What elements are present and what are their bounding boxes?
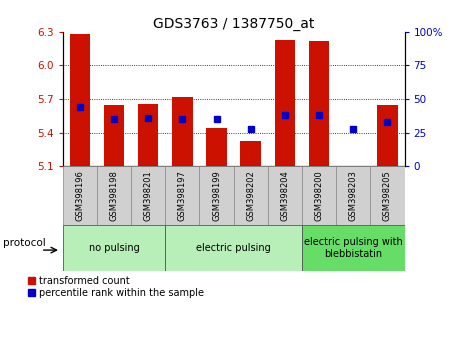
Bar <box>165 225 302 271</box>
Bar <box>302 225 405 271</box>
Bar <box>97 166 131 225</box>
Bar <box>138 104 159 166</box>
Bar <box>275 40 295 166</box>
Text: GSM398205: GSM398205 <box>383 170 392 221</box>
Text: GSM398199: GSM398199 <box>212 170 221 221</box>
Text: no pulsing: no pulsing <box>89 243 140 253</box>
Text: GSM398196: GSM398196 <box>75 170 84 221</box>
Bar <box>131 166 165 225</box>
Bar <box>268 166 302 225</box>
Text: GSM398203: GSM398203 <box>349 170 358 221</box>
Bar <box>70 34 90 166</box>
Bar <box>104 105 124 166</box>
Bar <box>377 105 398 166</box>
Bar <box>172 97 193 166</box>
Bar <box>63 225 165 271</box>
Bar <box>206 128 227 166</box>
Bar <box>336 166 370 225</box>
Text: GSM398198: GSM398198 <box>110 170 119 221</box>
Text: electric pulsing with
blebbistatin: electric pulsing with blebbistatin <box>304 237 403 259</box>
Bar <box>240 141 261 166</box>
Bar <box>63 166 97 225</box>
Bar <box>199 166 233 225</box>
Bar <box>370 166 405 225</box>
Legend: transformed count, percentile rank within the sample: transformed count, percentile rank withi… <box>28 276 204 298</box>
Bar <box>165 166 199 225</box>
Text: electric pulsing: electric pulsing <box>196 243 271 253</box>
Text: GSM398197: GSM398197 <box>178 170 187 221</box>
Text: protocol: protocol <box>3 238 46 248</box>
Text: GSM398202: GSM398202 <box>246 170 255 221</box>
Text: GSM398204: GSM398204 <box>280 170 289 221</box>
Title: GDS3763 / 1387750_at: GDS3763 / 1387750_at <box>153 17 314 31</box>
Bar <box>233 166 268 225</box>
Bar <box>302 166 336 225</box>
Text: GSM398200: GSM398200 <box>315 170 324 221</box>
Bar <box>309 41 329 166</box>
Text: GSM398201: GSM398201 <box>144 170 153 221</box>
